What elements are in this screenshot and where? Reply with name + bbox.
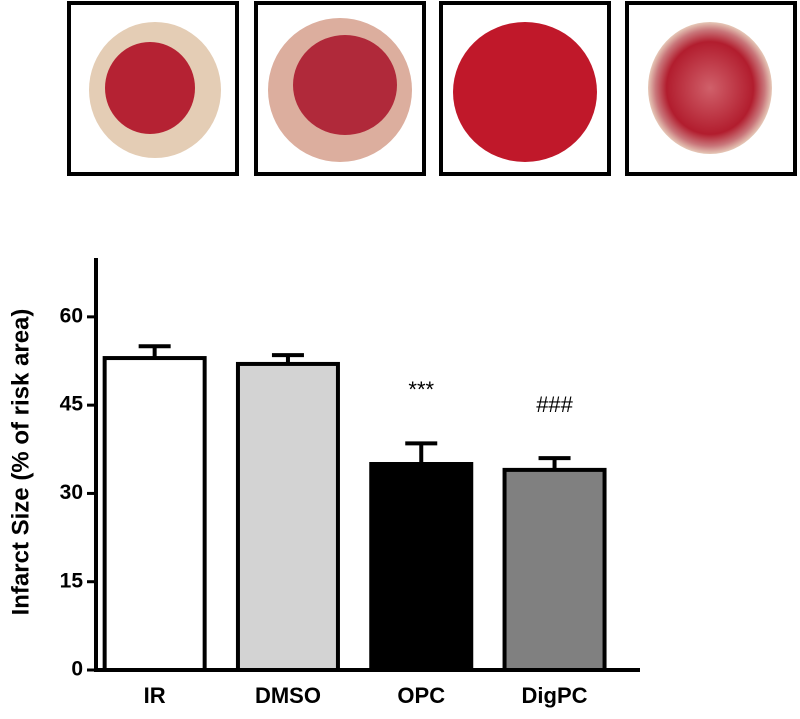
y-tick-label: 0 bbox=[71, 658, 83, 681]
x-tick-label: IR bbox=[144, 683, 166, 708]
heart-slice-core bbox=[105, 42, 195, 134]
y-axis-label: Infarct Size (% of risk area) bbox=[7, 309, 34, 616]
x-tick-label: DMSO bbox=[255, 683, 321, 708]
significance-marker: ### bbox=[536, 392, 573, 417]
heart-slice bbox=[453, 22, 597, 162]
bar bbox=[102, 356, 207, 672]
significance-marker: *** bbox=[408, 377, 434, 402]
x-tick-label: OPC bbox=[397, 683, 445, 708]
y-tick-label: 45 bbox=[60, 393, 84, 416]
y-tick-label: 60 bbox=[60, 304, 83, 327]
y-tick-label: 15 bbox=[60, 569, 84, 592]
heart-slice-core bbox=[293, 35, 397, 135]
bar bbox=[369, 462, 474, 672]
x-tick-label: DigPC bbox=[522, 683, 588, 708]
heart-slice bbox=[648, 22, 772, 154]
bar bbox=[235, 361, 340, 672]
bar bbox=[502, 467, 607, 672]
y-tick-label: 30 bbox=[60, 481, 83, 504]
photo-panels bbox=[67, 1, 797, 176]
